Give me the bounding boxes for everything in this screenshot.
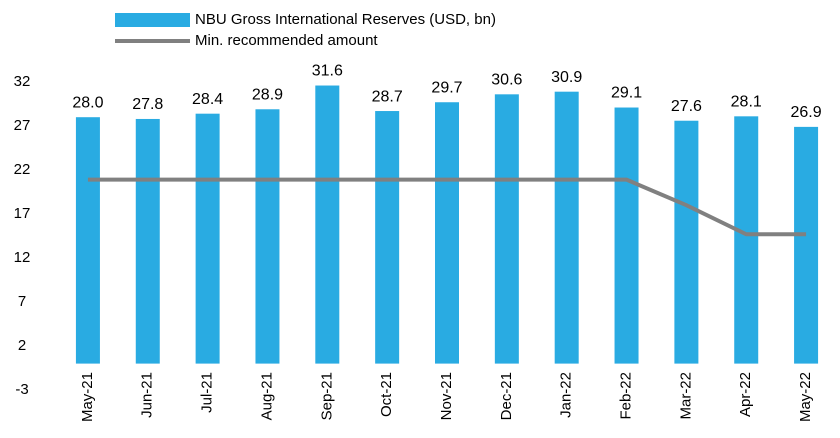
data-label: 28.9 xyxy=(252,86,283,103)
y-tick-label: 22 xyxy=(14,161,31,178)
bar xyxy=(75,117,100,364)
data-label: 31.6 xyxy=(312,63,343,80)
x-tick-label: Aug-21 xyxy=(258,372,275,420)
x-tick-label: Feb-22 xyxy=(618,372,635,420)
data-label: 26.9 xyxy=(791,104,822,121)
y-tick-label: 12 xyxy=(14,249,31,266)
x-tick-label: Apr-22 xyxy=(737,372,754,417)
data-label: 27.6 xyxy=(671,98,702,115)
y-tick-label: 7 xyxy=(18,293,26,310)
y-tick-label: 27 xyxy=(14,117,31,134)
bar xyxy=(674,120,699,364)
data-label: 30.6 xyxy=(491,72,522,89)
y-tick-label: 32 xyxy=(14,73,31,90)
bar xyxy=(195,113,220,364)
bar xyxy=(135,118,160,364)
data-label: 28.0 xyxy=(72,94,103,111)
legend-label: Min. recommended amount xyxy=(195,32,378,49)
x-tick-label: Nov-21 xyxy=(438,372,455,420)
x-tick-label: Jan-22 xyxy=(558,372,575,418)
bar xyxy=(435,102,459,364)
data-label: 27.8 xyxy=(132,96,163,113)
data-label: 28.4 xyxy=(192,91,223,108)
data-label: 30.9 xyxy=(551,69,582,86)
x-tick-label: May-21 xyxy=(79,372,96,422)
x-tick-label: Oct-21 xyxy=(378,372,395,417)
x-tick-label: Dec-21 xyxy=(498,372,515,420)
x-tick-label: Sep-21 xyxy=(318,372,335,420)
data-label: 29.1 xyxy=(611,85,642,102)
bar xyxy=(315,85,340,364)
x-tick-label: Jun-21 xyxy=(139,372,156,418)
bar xyxy=(734,116,759,364)
line xyxy=(87,177,807,237)
legend-swatch xyxy=(115,13,190,27)
y-tick-label: 17 xyxy=(14,205,31,222)
x-tick-label: May-22 xyxy=(797,372,814,422)
y-tick-label: -3 xyxy=(15,381,28,398)
x-tick-label: Jul-21 xyxy=(199,372,216,413)
data-label: 28.1 xyxy=(731,94,762,111)
data-label: 28.7 xyxy=(372,88,403,105)
y-tick-label: 2 xyxy=(18,337,26,354)
legend-label: NBU Gross International Reserves (USD, b… xyxy=(195,11,496,28)
bar xyxy=(794,126,819,364)
bar xyxy=(494,94,519,364)
bar xyxy=(375,111,400,364)
x-tick-label: Mar-22 xyxy=(677,372,694,420)
bar xyxy=(255,109,280,364)
bar xyxy=(554,91,579,364)
data-label: 29.7 xyxy=(431,79,462,96)
bar xyxy=(614,107,639,364)
